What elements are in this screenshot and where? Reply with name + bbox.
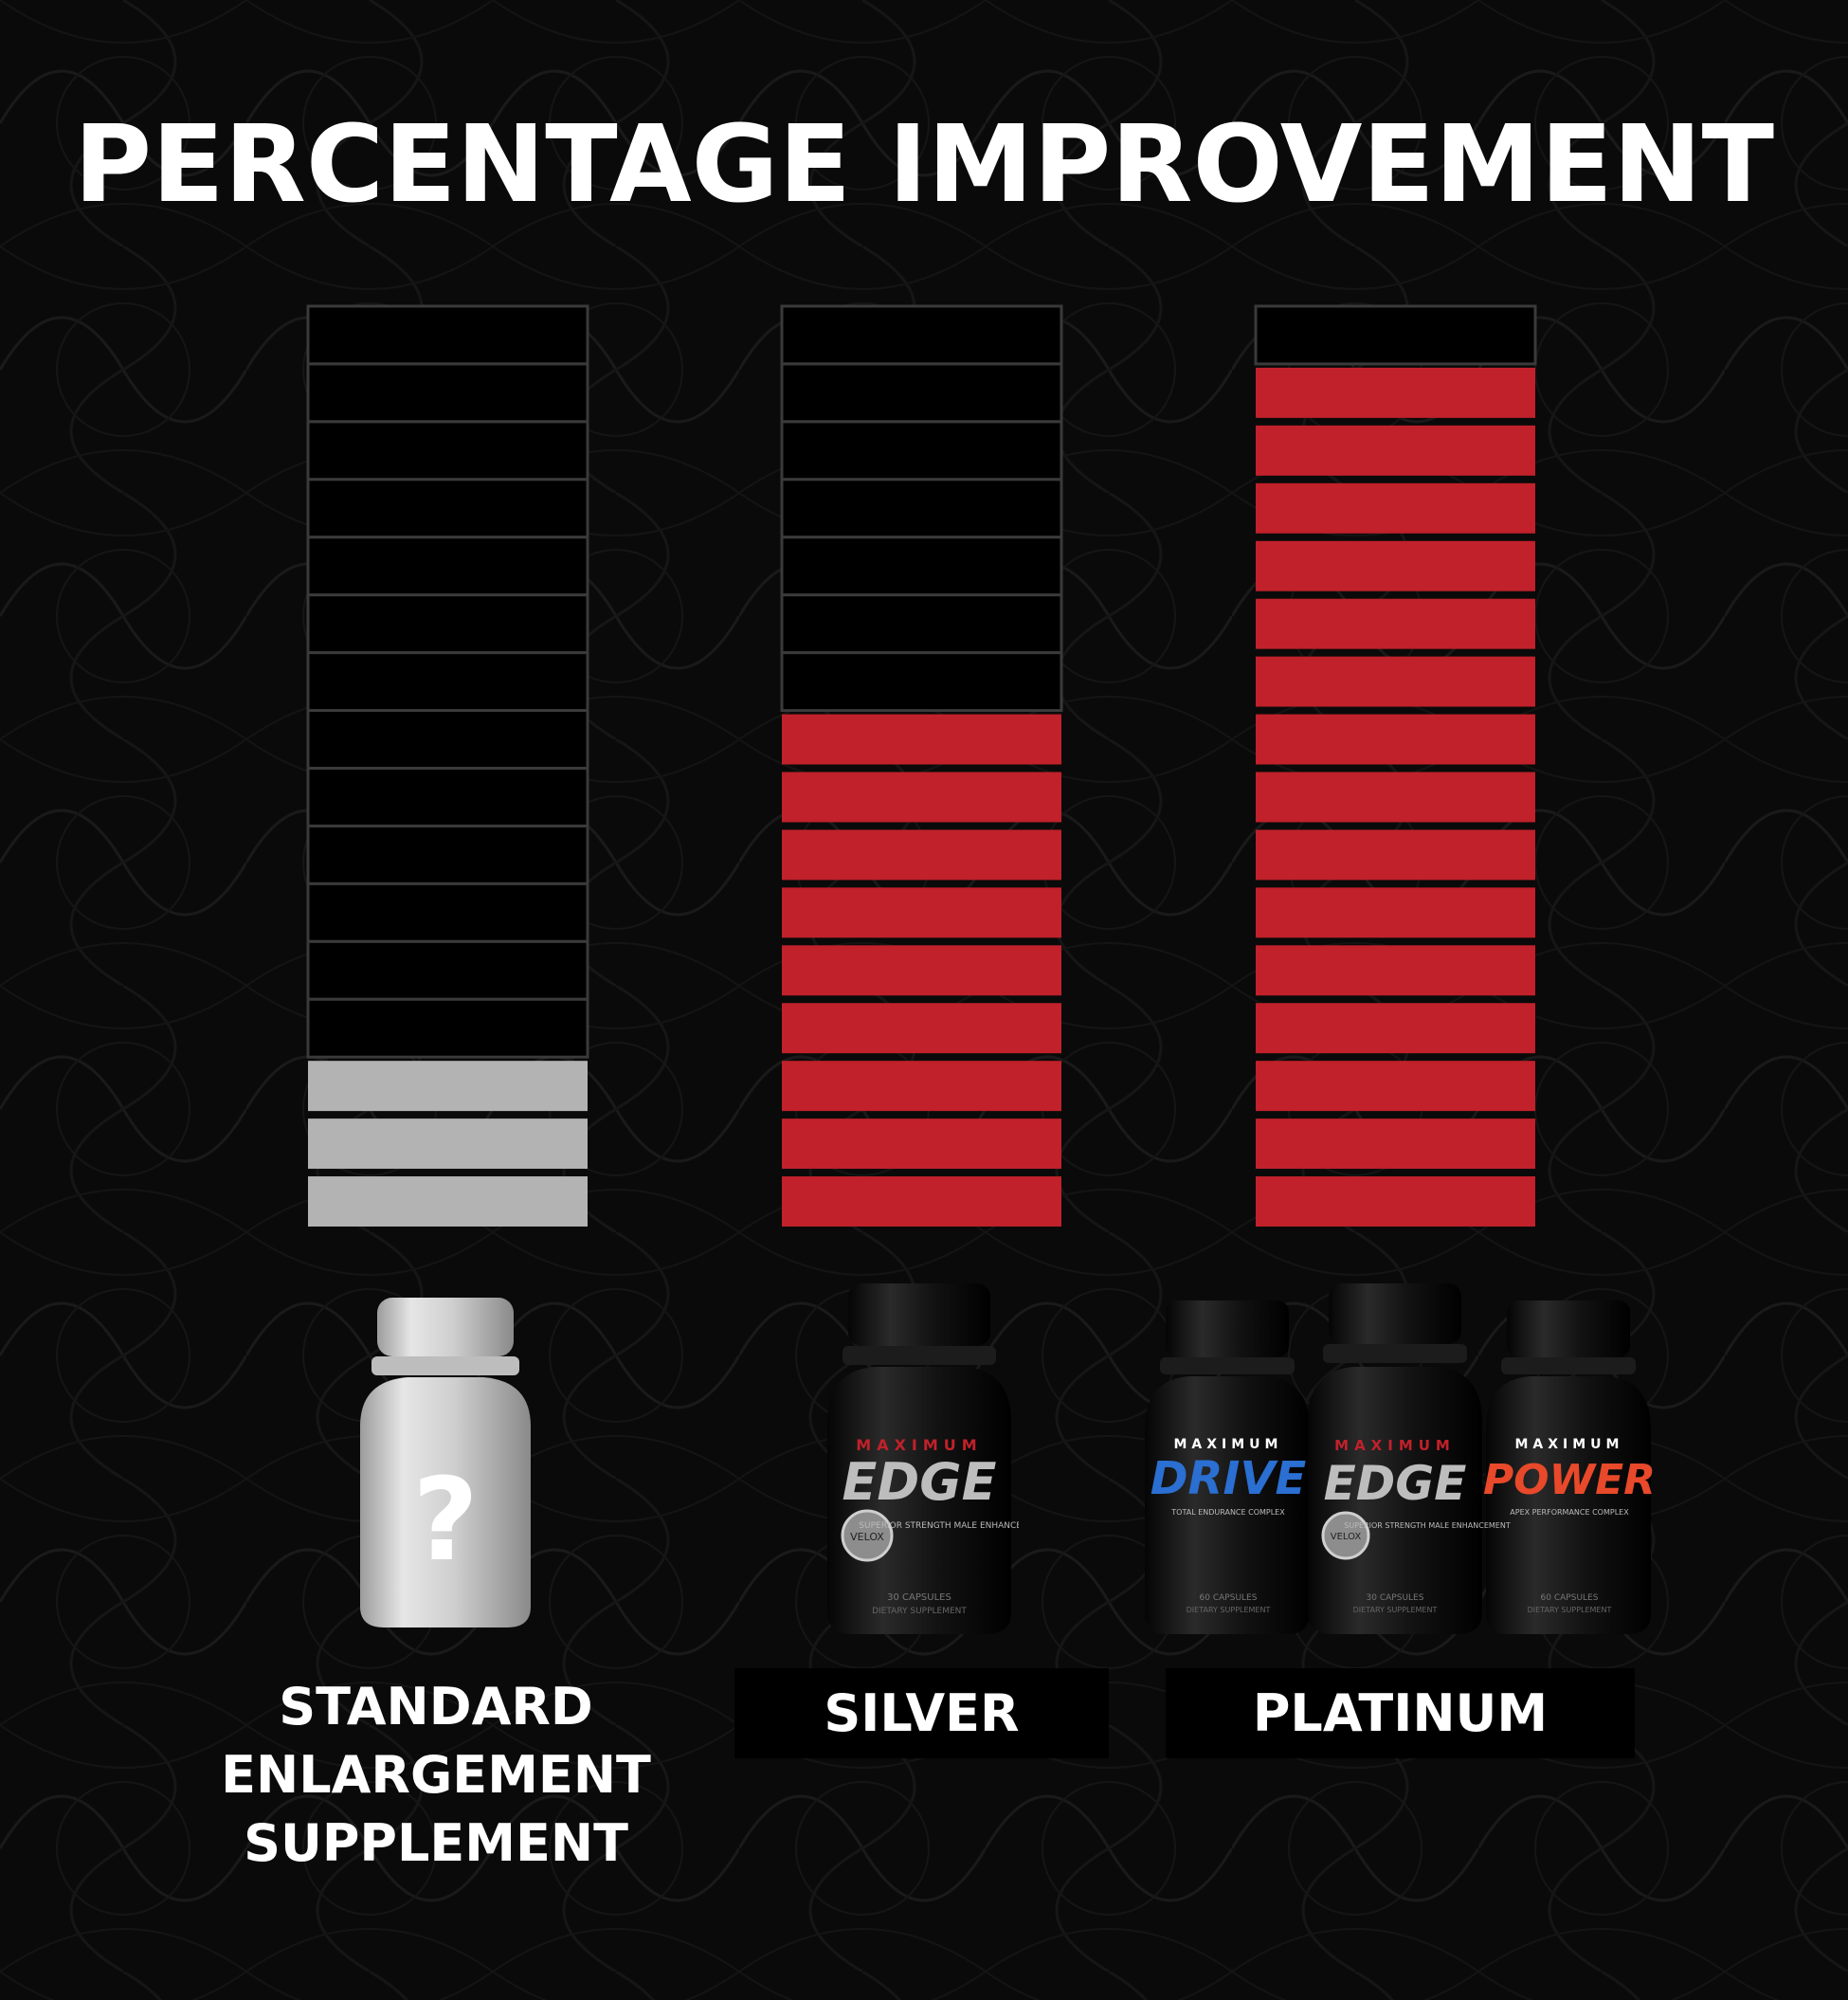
svg-text:APEX PERFORMANCE COMPLEX: APEX PERFORMANCE COMPLEX xyxy=(1510,1508,1629,1517)
bar-standard xyxy=(306,304,589,1227)
svg-text:DIETARY SUPPLEMENT: DIETARY SUPPLEMENT xyxy=(1528,1606,1612,1614)
bar-silver-segment-5-filled xyxy=(782,945,1061,996)
bar-silver-segment-16-empty xyxy=(780,304,1063,366)
bar-platinum-segment-5-filled xyxy=(1256,945,1535,996)
svg-text:30 CAPSULES: 30 CAPSULES xyxy=(887,1592,951,1603)
question-mark-bottle-icon: ? xyxy=(360,1298,531,1627)
bar-standard-segment-9-empty xyxy=(306,709,589,770)
bar-standard-segment-2-filled xyxy=(308,1118,588,1170)
bar-standard-segment-1-filled xyxy=(308,1176,588,1227)
bar-silver-segment-3-filled xyxy=(782,1061,1061,1112)
label-silver: SILVER xyxy=(824,1683,1020,1743)
bar-platinum-segment-14-filled xyxy=(1256,425,1535,476)
bar-standard-segment-16-empty xyxy=(306,304,589,366)
bar-platinum-segment-6-filled xyxy=(1256,887,1535,938)
bar-platinum xyxy=(1254,304,1537,1227)
svg-text:MAXIMUM: MAXIMUM xyxy=(1514,1437,1623,1452)
bar-platinum-segment-4-filled xyxy=(1256,1003,1535,1054)
svg-text:DIETARY SUPPLEMENT: DIETARY SUPPLEMENT xyxy=(1353,1606,1438,1614)
label-standard-line-2: ENLARGEMENT xyxy=(221,1745,651,1805)
svg-text:MAXIMUM: MAXIMUM xyxy=(856,1436,982,1454)
label-platinum: PLATINUM xyxy=(1252,1683,1549,1743)
svg-text:60 CAPSULES: 60 CAPSULES xyxy=(1200,1593,1258,1603)
label-standard: STANDARD ENLARGEMENT SUPPLEMENT xyxy=(199,1673,673,1878)
bar-standard-segment-8-empty xyxy=(306,767,589,827)
bar-platinum-segment-15-filled xyxy=(1256,367,1535,418)
bar-platinum-segment-10-filled xyxy=(1256,656,1535,707)
bar-silver-segment-12-empty xyxy=(780,536,1063,597)
label-standard-line-1: STANDARD xyxy=(279,1677,593,1736)
svg-text:DRIVE: DRIVE xyxy=(1150,1452,1307,1505)
bar-silver-segment-7-filled xyxy=(782,829,1061,881)
bar-standard-segment-11-empty xyxy=(306,593,589,655)
bar-standard-segment-10-empty xyxy=(306,651,589,713)
svg-text:VELOX: VELOX xyxy=(850,1531,884,1543)
bar-silver-segment-2-filled xyxy=(782,1118,1061,1170)
bar-silver-segment-6-filled xyxy=(782,887,1061,938)
bar-platinum-segment-8-filled xyxy=(1256,772,1535,823)
svg-text:DIETARY SUPPLEMENT: DIETARY SUPPLEMENT xyxy=(872,1607,967,1616)
bar-standard-segment-5-empty xyxy=(306,939,589,1001)
svg-text:60 CAPSULES: 60 CAPSULES xyxy=(1541,1593,1599,1603)
bar-standard-segment-6-empty xyxy=(306,882,589,943)
bar-standard-segment-13-empty xyxy=(306,478,589,539)
bar-standard-segment-14-empty xyxy=(306,420,589,482)
svg-text:POWER: POWER xyxy=(1483,1456,1656,1504)
label-silver-backdrop xyxy=(734,1668,1109,1758)
svg-text:MAXIMUM: MAXIMUM xyxy=(1334,1437,1456,1454)
bar-silver-segment-1-filled xyxy=(782,1176,1061,1227)
svg-text:EDGE: EDGE xyxy=(1324,1456,1467,1511)
maximum-edge-bottle-icon: MAXIMUM EDGE VELOX SUPERIOR STRENGTH MAL… xyxy=(1308,1283,1511,1634)
maximum-power-bottle-icon: MAXIMUM POWER APEX PERFORMANCE COMPLEX 6… xyxy=(1483,1300,1656,1634)
bar-silver-segment-8-filled xyxy=(782,772,1061,823)
bar-silver-segment-10-empty xyxy=(780,651,1063,713)
svg-text:EDGE: EDGE xyxy=(842,1452,997,1512)
bar-platinum-segment-11-filled xyxy=(1256,598,1535,649)
svg-text:30 CAPSULES: 30 CAPSULES xyxy=(1367,1593,1424,1603)
svg-text:SUPERIOR STRENGTH MALE ENHANCE: SUPERIOR STRENGTH MALE ENHANCEMENT xyxy=(1344,1521,1511,1530)
bar-silver xyxy=(780,304,1063,1227)
bar-platinum-segment-12-filled xyxy=(1256,540,1535,591)
bar-platinum-segment-3-filled xyxy=(1256,1061,1535,1112)
svg-text:MAXIMUM: MAXIMUM xyxy=(1173,1437,1282,1452)
label-platinum-backdrop xyxy=(1166,1668,1635,1758)
svg-text:VELOX: VELOX xyxy=(1331,1532,1362,1542)
bar-platinum-segment-2-filled xyxy=(1256,1118,1535,1170)
silver-product: MAXIMUM EDGE VELOX SUPERIOR STRENGTH MAL… xyxy=(820,1280,1046,1640)
svg-text:TOTAL ENDURANCE COMPLEX: TOTAL ENDURANCE COMPLEX xyxy=(1170,1508,1285,1517)
bar-standard-segment-4-empty xyxy=(306,997,589,1059)
bar-platinum-segment-1-filled xyxy=(1256,1176,1535,1227)
bar-standard-segment-15-empty xyxy=(306,362,589,424)
chart-title: PERCENTAGE IMPROVEMENT xyxy=(73,103,1775,227)
bar-platinum-segment-9-filled xyxy=(1256,714,1535,765)
bar-silver-segment-15-empty xyxy=(780,362,1063,424)
bar-silver-segment-4-filled xyxy=(782,1003,1061,1054)
bar-silver-segment-14-empty xyxy=(780,420,1063,482)
bar-platinum-segment-13-filled xyxy=(1256,482,1535,534)
bar-silver-segment-11-empty xyxy=(780,593,1063,655)
svg-text:SUPERIOR STRENGTH MALE ENHANCE: SUPERIOR STRENGTH MALE ENHANCEMENT xyxy=(859,1521,1019,1531)
maximum-edge-bottle-icon: MAXIMUM EDGE VELOX SUPERIOR STRENGTH MAL… xyxy=(827,1283,1046,1634)
question-mark: ? xyxy=(412,1455,479,1587)
bar-standard-segment-7-empty xyxy=(306,824,589,885)
bar-platinum-segment-7-filled xyxy=(1256,829,1535,881)
bar-silver-segment-13-empty xyxy=(780,478,1063,539)
platinum-products: MAXIMUM DRIVE TOTAL ENDURANCE COMPLEX 60… xyxy=(1137,1280,1658,1640)
label-standard-line-3: SUPPLEMENT xyxy=(244,1813,628,1873)
bar-standard-segment-12-empty xyxy=(306,536,589,597)
bar-silver-segment-9-filled xyxy=(782,714,1061,765)
bar-platinum-segment-16-empty xyxy=(1254,304,1537,366)
svg-text:DIETARY SUPPLEMENT: DIETARY SUPPLEMENT xyxy=(1187,1606,1271,1614)
maximum-drive-bottle-icon: MAXIMUM DRIVE TOTAL ENDURANCE COMPLEX 60… xyxy=(1145,1300,1310,1634)
bar-standard-segment-3-filled xyxy=(308,1061,588,1112)
